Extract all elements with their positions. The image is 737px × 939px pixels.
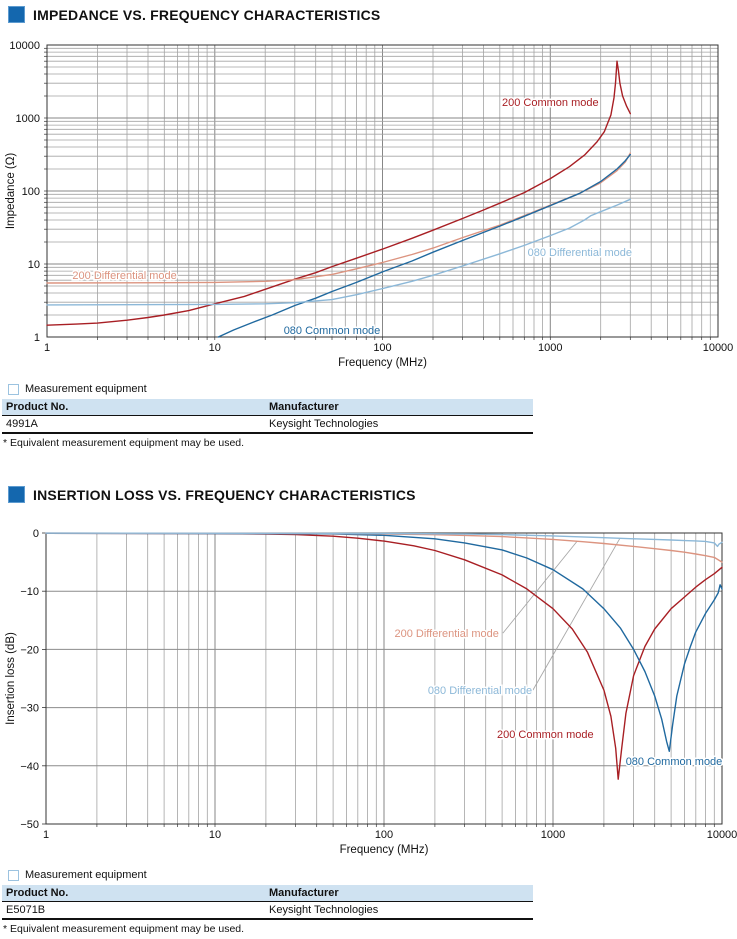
product-no-value: 4991A — [2, 415, 265, 434]
equipment-table-1: Product No. Manufacturer 4991A Keysight … — [2, 399, 533, 449]
svg-text:080 Differential mode: 080 Differential mode — [428, 685, 532, 697]
svg-text:1: 1 — [44, 342, 50, 354]
svg-text:200 Differential mode: 200 Differential mode — [72, 270, 176, 282]
svg-text:Frequency (MHz): Frequency (MHz) — [338, 357, 427, 369]
equipment-label-1: Measurement equipment — [25, 383, 147, 395]
svg-text:1: 1 — [43, 829, 49, 841]
equipment-caption-1: Measurement equipment — [8, 383, 147, 395]
caption-square-icon — [8, 869, 19, 881]
svg-text:10: 10 — [28, 259, 40, 271]
svg-text:10000: 10000 — [9, 40, 40, 52]
svg-text:100: 100 — [373, 342, 391, 354]
svg-text:1: 1 — [34, 332, 40, 344]
svg-text:1000: 1000 — [16, 113, 40, 125]
svg-text:100: 100 — [22, 186, 40, 198]
svg-text:Impedance (Ω): Impedance (Ω) — [5, 153, 17, 230]
svg-text:0: 0 — [33, 528, 39, 540]
col-product-no: Product No. — [2, 885, 265, 902]
svg-text:−40: −40 — [20, 761, 39, 773]
svg-text:080 Common mode: 080 Common mode — [284, 325, 381, 337]
impedance-frequency-chart: 200 Common mode 200 Differential mode 080 … — [5, 40, 734, 369]
svg-text:080 Common mode: 080 Common mode — [626, 756, 723, 768]
col-product-no: Product No. — [2, 399, 265, 416]
section2-header: INSERTION LOSS VS. FREQUENCY CHARACTERIS… — [8, 486, 416, 503]
svg-text:200 Common mode: 200 Common mode — [497, 729, 594, 741]
svg-text:1000: 1000 — [538, 342, 562, 354]
table-footnote-1: * Equivalent measurement equipment may b… — [3, 437, 245, 449]
manufacturer-value: Keysight Technologies — [265, 901, 533, 920]
svg-text:1000: 1000 — [541, 829, 565, 841]
equipment-label-2: Measurement equipment — [25, 869, 147, 881]
insertion-loss-frequency-chart: 200 Common mode 080 Common mode 200 Differ… — [5, 528, 737, 856]
section1-header: IMPEDANCE VS. FREQUENCY CHARACTERISTICS — [8, 6, 380, 23]
svg-text:10000: 10000 — [703, 342, 734, 354]
section2-title: INSERTION LOSS VS. FREQUENCY CHARACTERIS… — [33, 486, 416, 503]
section-bullet-icon — [8, 6, 25, 23]
svg-text:10000: 10000 — [707, 829, 737, 841]
svg-text:−50: −50 — [20, 819, 39, 831]
svg-text:Frequency (MHz): Frequency (MHz) — [340, 844, 429, 856]
table-header-row: Product No. Manufacturer — [2, 885, 533, 902]
section-bullet-icon — [8, 486, 25, 503]
svg-text:200 Common mode: 200 Common mode — [502, 97, 599, 109]
svg-text:080 Differential mode: 080 Differential mode — [528, 247, 632, 259]
table-row: E5071B Keysight Technologies — [2, 901, 533, 920]
manufacturer-value: Keysight Technologies — [265, 415, 533, 434]
svg-text:100: 100 — [375, 829, 393, 841]
equipment-table-2: Product No. Manufacturer E5071B Keysight… — [2, 885, 533, 935]
svg-text:200 Differential mode: 200 Differential mode — [395, 628, 499, 640]
svg-text:10: 10 — [209, 829, 221, 841]
product-no-value: E5071B — [2, 901, 265, 920]
section1-title: IMPEDANCE VS. FREQUENCY CHARACTERISTICS — [33, 6, 381, 23]
svg-text:−20: −20 — [20, 644, 39, 656]
caption-square-icon — [8, 383, 19, 395]
table-header-row: Product No. Manufacturer — [2, 399, 533, 416]
svg-text:Insertion loss (dB): Insertion loss (dB) — [5, 632, 17, 725]
col-manufacturer: Manufacturer — [265, 399, 533, 416]
equipment-caption-2: Measurement equipment — [8, 869, 147, 881]
svg-text:−10: −10 — [20, 586, 39, 598]
table-row: 4991A Keysight Technologies — [2, 415, 533, 434]
svg-text:−30: −30 — [20, 703, 39, 715]
table-footnote-2: * Equivalent measurement equipment may b… — [3, 923, 245, 935]
svg-text:10: 10 — [209, 342, 221, 354]
col-manufacturer: Manufacturer — [265, 885, 533, 902]
